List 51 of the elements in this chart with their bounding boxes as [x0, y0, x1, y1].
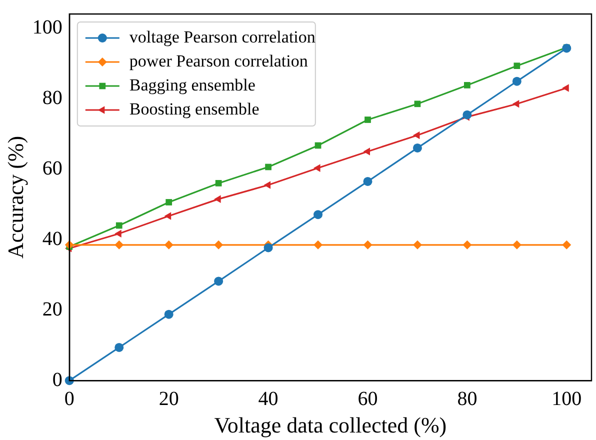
point — [412, 143, 422, 152]
legend-label: Boosting ensemble — [129, 99, 260, 118]
point — [512, 240, 522, 250]
point — [562, 240, 572, 250]
point — [314, 210, 323, 220]
point — [264, 181, 271, 189]
point — [114, 240, 124, 250]
point — [514, 62, 520, 69]
y-tick-label: 40 — [42, 228, 62, 250]
y-axis-title: Accuracy (%) — [2, 136, 28, 259]
point — [114, 342, 124, 352]
point — [314, 164, 320, 172]
y-tick-label: 20 — [42, 298, 62, 320]
point — [114, 230, 122, 238]
point — [363, 148, 370, 156]
x-axis-title: Voltage data collected (%) — [214, 412, 447, 438]
point — [314, 240, 323, 250]
y-tick-label: 60 — [42, 157, 62, 180]
point — [414, 100, 421, 108]
legend-label: power Pearson correlation — [129, 51, 308, 70]
point — [512, 76, 522, 86]
point — [164, 310, 174, 319]
point — [116, 222, 122, 229]
x-tick-label: 40 — [258, 388, 278, 410]
point — [264, 243, 273, 252]
point — [562, 84, 569, 92]
point — [363, 240, 372, 250]
point — [214, 240, 224, 250]
x-tick-label: 100 — [552, 388, 582, 410]
y-tick-label: 80 — [42, 86, 62, 109]
point — [464, 82, 470, 88]
point — [412, 240, 422, 250]
point — [412, 131, 420, 140]
y-tick-label: 0 — [52, 368, 62, 391]
point — [214, 195, 221, 203]
point — [215, 180, 222, 186]
point — [462, 240, 472, 250]
point — [164, 212, 172, 220]
y-tick-label: 100 — [32, 16, 62, 38]
point — [265, 164, 272, 170]
x-tick-label: 60 — [358, 388, 378, 410]
x-tick-label: 80 — [457, 388, 478, 410]
legend-label: Bagging ensemble — [129, 75, 256, 94]
point — [214, 276, 224, 286]
point — [512, 100, 520, 108]
point — [164, 240, 174, 250]
point — [363, 176, 372, 186]
point — [166, 199, 172, 206]
point — [364, 116, 371, 123]
x-tick-label: 20 — [158, 388, 179, 410]
legend-label: voltage Pearson correlation — [129, 27, 316, 46]
